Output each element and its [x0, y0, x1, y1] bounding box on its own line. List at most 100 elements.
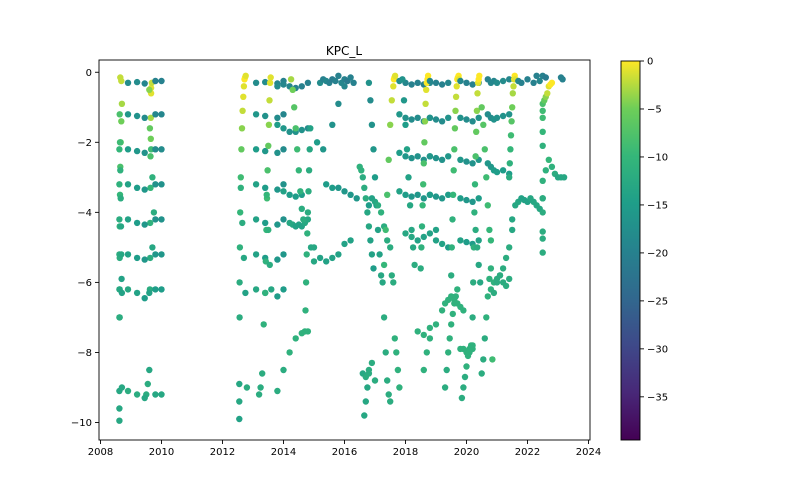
scatter-point [365, 370, 373, 377]
scatter-point [141, 186, 148, 193]
x-tick-label: 2016 [332, 447, 357, 458]
scatter-point [329, 254, 336, 262]
scatter-point [432, 193, 440, 200]
scatter-point [141, 149, 148, 156]
scatter-point [141, 256, 148, 263]
scatter-point [117, 167, 124, 174]
scatter-point [414, 237, 421, 244]
scatter-point [252, 146, 260, 153]
scatter-point [542, 74, 549, 81]
scatter-point [117, 223, 125, 230]
scatter-point [141, 295, 148, 302]
scatter-point [141, 394, 148, 402]
scatter-point [133, 219, 141, 227]
scatter-point [443, 366, 450, 374]
scatter-point [280, 251, 287, 258]
scatter-point [448, 321, 455, 328]
scatter-point [117, 195, 124, 202]
scatter-point [449, 191, 457, 198]
scatter-point [265, 121, 273, 128]
scatter-point [323, 258, 330, 265]
scatter-point [239, 107, 246, 115]
scatter-point [376, 251, 383, 258]
scatter-point [420, 160, 427, 167]
scatter-point [274, 221, 281, 228]
scatter-point [368, 359, 376, 367]
scatter-point [124, 216, 132, 223]
scatter-point [237, 209, 244, 216]
scatter-point [301, 328, 309, 335]
scatter-point [124, 286, 132, 293]
scatter-point [414, 328, 421, 335]
scatter-point [274, 121, 281, 128]
scatter-point [393, 349, 400, 356]
scatter-point [473, 107, 481, 115]
scatter-point [124, 79, 132, 87]
scatter-point [509, 90, 516, 97]
scatter-point [388, 97, 395, 104]
scatter-point [117, 74, 124, 81]
scatter-point [158, 111, 165, 118]
scatter-point [141, 114, 148, 122]
scatter-point [470, 279, 477, 286]
scatter-point [133, 78, 141, 86]
scatter-point [144, 380, 151, 388]
scatter-point [449, 216, 456, 223]
scatter-point [294, 146, 301, 153]
scatter-point [478, 104, 485, 111]
scatter-point [124, 146, 132, 153]
scatter-point [274, 114, 281, 122]
scatter-point [353, 195, 360, 202]
scatter-point [463, 79, 470, 87]
scatter-point [408, 116, 415, 123]
scatter-point [147, 184, 154, 191]
scatter-point [396, 384, 403, 391]
scatter-point [367, 237, 374, 244]
scatter-point [493, 279, 501, 286]
scatter-point [420, 331, 427, 339]
scatter-point [365, 79, 373, 87]
scatter-point [158, 181, 165, 188]
colorbar-axis: 0 −5 −10 −15 −20 −25 −30 −35 [640, 57, 668, 403]
scatter-point [475, 195, 482, 202]
scatter-point [432, 237, 440, 244]
colorbar-tick-label: −10 [647, 152, 668, 163]
scatter-point [347, 237, 354, 244]
scatter-point [426, 153, 434, 160]
scatter-point [490, 289, 498, 297]
scatter-point [252, 286, 260, 293]
colorbar-tick-label: −15 [647, 200, 668, 211]
scatter-point [499, 77, 507, 85]
scatter-point [426, 191, 434, 198]
scatter-point [480, 356, 487, 363]
scatter-point [402, 153, 409, 160]
scatter-point [237, 174, 244, 181]
scatter-point [364, 384, 371, 391]
scatter-point [454, 286, 461, 293]
scatter-point [124, 111, 132, 118]
scatter-point [499, 112, 507, 120]
scatter-point [316, 254, 324, 262]
scatter-point [236, 279, 243, 286]
scatter-point [236, 314, 243, 321]
scatter-point [509, 226, 516, 234]
y-tick-label: −2 [77, 138, 92, 149]
scatter-point [445, 349, 452, 356]
scatter-point [380, 261, 388, 269]
scatter-point [152, 146, 159, 153]
scatter-point [240, 254, 248, 262]
scatter-point [262, 112, 269, 120]
scatter-point [335, 184, 342, 191]
scatter-point [476, 72, 483, 80]
scatter-point [463, 116, 470, 123]
scatter-point [236, 415, 243, 423]
scatter-point [539, 235, 546, 242]
scatter-point [365, 223, 373, 230]
scatter-point [286, 128, 293, 135]
scatter-point [298, 126, 305, 134]
scatter-point [335, 251, 342, 258]
colorbar-tick-label: 0 [647, 57, 653, 68]
scatter-point [508, 118, 515, 125]
scatter-point [384, 377, 391, 384]
